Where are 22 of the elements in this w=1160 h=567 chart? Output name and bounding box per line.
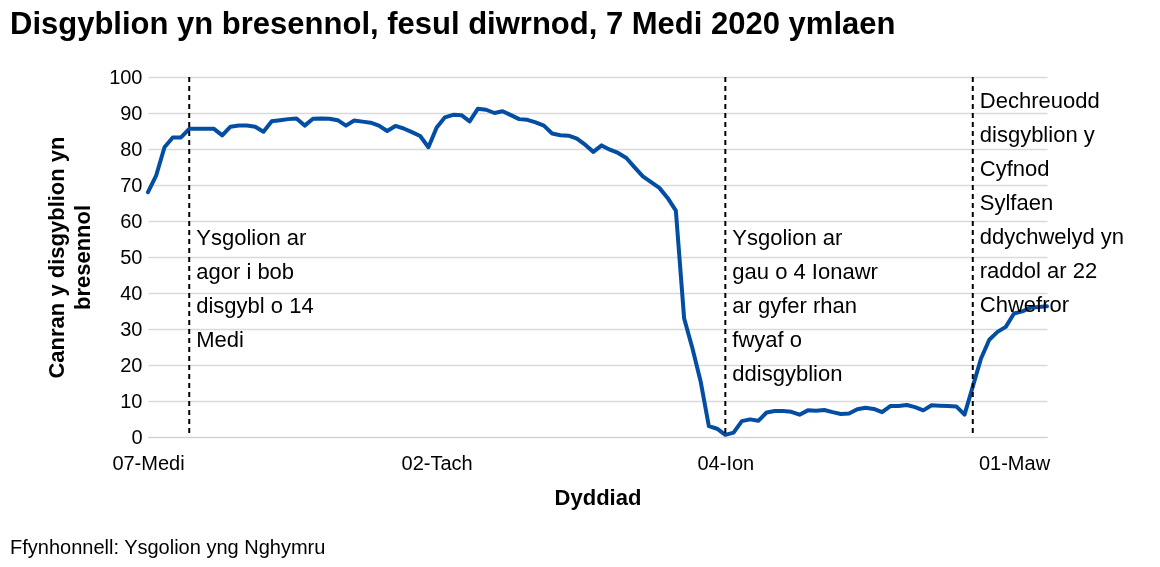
annotation: Ysgolion ar agor i bob disgybl o 14 Medi [196,225,314,353]
y-tick-label: 80 [120,137,143,160]
x-tick-label: 02-Tach [401,451,473,474]
x-tick-label: 04-Ion [697,451,755,474]
x-tick-label: 07-Medi [112,451,185,474]
y-axis-title: Canran y disgyblion yn bresennol [44,136,96,379]
y-tick-label: 70 [120,173,143,196]
y-tick-label: 30 [120,317,143,340]
chart-title: Disgyblion yn bresennol, fesul diwrnod, 7 Medi 2020 ymlaen [10,6,896,41]
y-tick-label: 50 [120,245,143,268]
annotation: Ysgolion ar gau o 4 Ionawr ar gyfer rhan fwyaf o ddisgyblion [732,225,878,387]
y-tick-label: 100 [109,65,143,88]
y-tick-label: 90 [120,101,143,124]
y-tick-label: 40 [120,281,143,304]
y-tick-label: 60 [120,209,143,232]
x-axis-title: Dyddiad [554,484,642,510]
annotation: Dechreuodd disgyblion y Cyfnod Sylfaen ddychwelyd yn raddol ar 22 Chwefror [979,88,1125,318]
y-tick-label: 10 [120,389,143,412]
y-tick-label: 0 [131,425,143,448]
y-tick-label: 20 [120,353,143,376]
text: Ffynhonnell: Ysgolion yng Nghymru [10,536,326,558]
x-tick-label: 01-Maw [978,451,1051,474]
